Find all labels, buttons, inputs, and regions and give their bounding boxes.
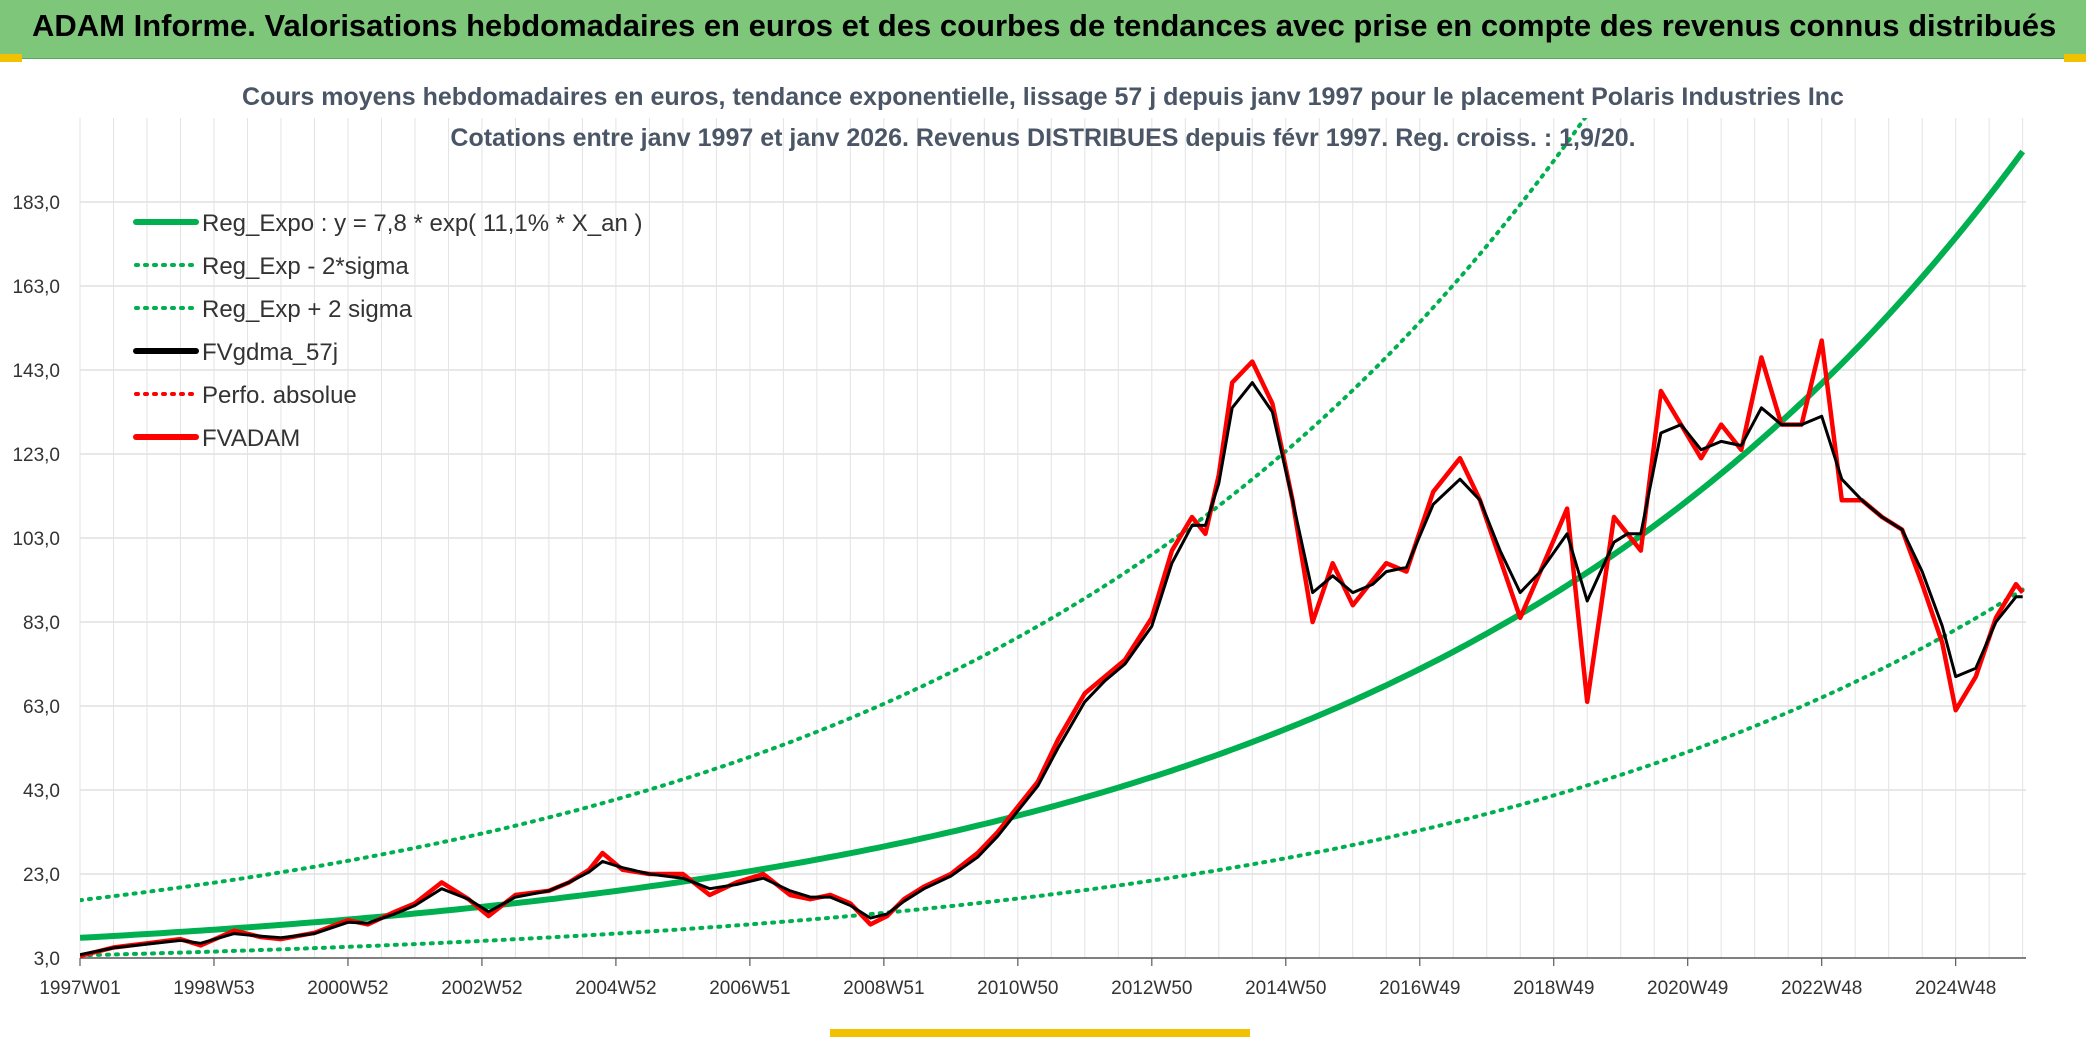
- legend: Reg_Expo : y = 7,8 * exp( 11,1% * X_an )…: [136, 210, 642, 452]
- x-tick-label: 2018W49: [1513, 978, 1594, 999]
- x-tick-label: 2008W51: [843, 978, 924, 999]
- legend-label: FVADAM: [202, 425, 300, 452]
- chart-subtitle: Cotations entre janv 1997 et janv 2026. …: [450, 124, 1635, 152]
- y-tick-label: 123,0: [12, 445, 60, 466]
- legend-label: FVgdma_57j: [202, 339, 338, 366]
- report-title: ADAM Informe. Valorisations hebdomadaire…: [32, 8, 2056, 44]
- y-tick-label: 63,0: [23, 697, 60, 718]
- legend-label: Perfo. absolue: [202, 382, 357, 409]
- x-tick-label: 2010W50: [977, 978, 1058, 999]
- y-tick-label: 43,0: [23, 781, 60, 802]
- x-tick-label: 2012W50: [1111, 978, 1192, 999]
- x-tick-label: 2014W50: [1245, 978, 1326, 999]
- legend-label: Reg_Exp - 2*sigma: [202, 253, 409, 280]
- y-tick-label: 23,0: [23, 865, 60, 886]
- y-tick-label: 83,0: [23, 613, 60, 634]
- y-tick-label: 143,0: [12, 361, 60, 382]
- x-tick-label: 1997W01: [39, 978, 120, 999]
- report-banner: ADAM Informe. Valorisations hebdomadaire…: [0, 0, 2086, 59]
- chart-title: Cours moyens hebdomadaires en euros, ten…: [242, 83, 1844, 111]
- y-tick-label: 3,0: [34, 949, 60, 970]
- x-tick-label: 2024W48: [1915, 978, 1996, 999]
- x-tick-label: 2022W48: [1781, 978, 1862, 999]
- x-tick-label: 2000W52: [307, 978, 388, 999]
- x-tick-label: 1998W53: [173, 978, 254, 999]
- x-tick-label: 2020W49: [1647, 978, 1728, 999]
- y-tick-label: 183,0: [12, 193, 60, 214]
- legend-label: Reg_Expo : y = 7,8 * exp( 11,1% * X_an ): [202, 210, 642, 237]
- x-tick-label: 2002W52: [441, 978, 522, 999]
- x-tick-label: 2006W51: [709, 978, 790, 999]
- line-chart: 3,0 23,0 43,0 63,0 83,0 103,0 123,0 143,0 163,0 1…: [0, 58, 2086, 1037]
- y-tick-label: 103,0: [12, 529, 60, 550]
- grid-layer: [80, 118, 2026, 958]
- x-tick-label: 2004W52: [575, 978, 656, 999]
- y-tick-label: 163,0: [12, 277, 60, 298]
- x-tick-label: 2016W49: [1379, 978, 1460, 999]
- chart-area: 3,0 23,0 43,0 63,0 83,0 103,0 123,0 143,0 163,0 1…: [0, 58, 2086, 1037]
- legend-label: Reg_Exp + 2 sigma: [202, 296, 413, 323]
